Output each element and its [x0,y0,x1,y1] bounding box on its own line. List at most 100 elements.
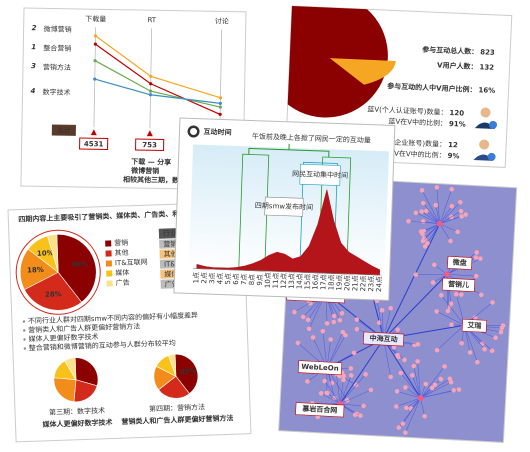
node [415,341,421,347]
edge [420,397,425,417]
table-cell: 媒体 [164,269,178,278]
bluev-share: 9% [447,152,459,161]
legend-rank: 1 [31,43,36,51]
node [420,238,426,244]
series-point [148,93,153,97]
node [449,203,455,209]
x-tick-label: 18点 [327,274,336,290]
x-tick-label: 1点 [192,272,200,284]
annotation-bg [264,196,304,217]
edge [339,379,344,404]
legend-name: 数字技术 [42,87,70,96]
edge [439,216,462,225]
node [433,202,439,208]
brace [248,143,330,158]
node [434,347,440,353]
edge [420,381,452,399]
table-cell: IT&互 [164,260,183,269]
v-badge [487,152,496,161]
bullet: 媒体人更偏好数字技术 [28,332,98,343]
node [473,273,479,279]
bullet: 营销类人和广告人群更偏好营销方法 [28,321,140,334]
stat-label: 参与互动的人中V用户比例： [387,81,477,94]
pie-caption: 第四期：营销方法 [149,402,205,413]
legend-name: 媒体 [115,268,129,277]
note: 微博营销 [130,166,159,176]
node [459,214,464,219]
stat-value: 823 [480,48,495,57]
bullet-dot [22,320,26,323]
node [489,348,495,354]
stat-label: V用户人数： [437,60,478,71]
edge [415,274,448,275]
legend-swatch [105,250,112,257]
total-value-box [79,137,109,150]
node [410,373,415,378]
marker [146,130,153,137]
legend-swatch [106,270,113,277]
node [459,340,464,346]
legend-name: 广告 [115,278,129,287]
edge [447,274,477,277]
node [404,405,409,411]
x-tick-label: 2点 [200,272,208,284]
node-label: 艾瑞 [467,320,481,330]
node [442,364,447,369]
series-point [93,77,97,81]
node [415,359,420,364]
edge [420,366,445,399]
clip-group [285,6,396,118]
pie-slice [64,357,77,380]
node [348,366,354,371]
legend-swatch [105,260,113,267]
node [457,199,463,205]
bluev-label: 蓝V(企业账号)数量： [380,137,447,149]
pie-slice [24,271,83,311]
pie-slice [56,234,97,303]
legend-name: 微博营销 [44,24,72,33]
node-label-bg [295,402,345,418]
node-label-bg [461,318,488,333]
column-header: RT [147,16,156,24]
node [411,363,417,369]
pie-label: 28% [45,290,62,299]
node [423,381,429,387]
node [363,372,368,377]
bluev-share: 91% [449,120,466,129]
bullet-dot [23,347,27,350]
node [331,319,337,325]
node [368,387,374,393]
node-hub [417,395,424,402]
node [395,352,400,358]
node [432,262,437,268]
edge [421,190,440,224]
edge [421,211,440,225]
x-tick-label: 22点 [359,275,368,291]
node [438,376,444,382]
x-tick-label: 20点 [343,275,352,291]
x-tick-label: 11点 [272,272,281,288]
pie-label: 10% [37,249,54,258]
x-tick-label: 19点 [335,275,344,291]
annotation: 四期smw发布时间 [255,201,313,212]
node [328,337,333,342]
node [422,244,428,249]
edge [436,187,440,224]
stat-value: 132 [479,63,494,72]
series-point [93,42,97,46]
node [478,256,483,261]
x-tick-label: 3点 [208,272,216,284]
pie-label: 18% [27,266,44,275]
node [361,403,366,409]
node [351,350,357,356]
node [310,335,316,340]
node [340,329,346,335]
edge [402,397,421,424]
node [394,404,399,409]
node [343,332,348,338]
x-tick-label: 4点 [216,273,224,285]
node [352,412,358,418]
node [474,250,479,255]
node-hub [444,271,451,278]
pie-slice [53,377,77,402]
